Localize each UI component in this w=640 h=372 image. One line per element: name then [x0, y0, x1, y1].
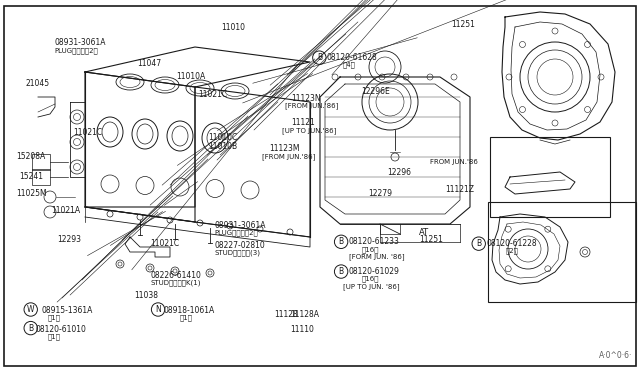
Text: 21045: 21045	[26, 79, 50, 88]
Text: 11110: 11110	[290, 325, 314, 334]
Text: 12296E: 12296E	[362, 87, 390, 96]
Text: （16）: （16）	[362, 276, 379, 282]
Text: 08931-3061A: 08931-3061A	[54, 38, 106, 47]
Text: 08120-61628: 08120-61628	[326, 53, 377, 62]
Text: N: N	[156, 305, 161, 314]
Text: 11128: 11128	[274, 310, 298, 319]
Text: 11123M: 11123M	[269, 144, 300, 153]
Text: 08931-3061A: 08931-3061A	[214, 221, 266, 230]
Text: STUDスタッド(3): STUDスタッド(3)	[214, 250, 260, 256]
Text: 11121: 11121	[291, 118, 315, 127]
Text: 11021C: 11021C	[74, 128, 103, 137]
Text: 08120-61228: 08120-61228	[486, 239, 537, 248]
Text: 11121Z: 11121Z	[445, 185, 474, 194]
Text: 08227-02810: 08227-02810	[214, 241, 265, 250]
Text: B: B	[339, 237, 344, 246]
Text: 08915-1361A: 08915-1361A	[42, 306, 93, 315]
Text: A·0^0·6·: A·0^0·6·	[598, 351, 632, 360]
Text: PLUGプラグ（2）: PLUGプラグ（2）	[54, 47, 98, 54]
Text: 11010: 11010	[221, 23, 244, 32]
Text: 15241: 15241	[19, 172, 44, 181]
Text: B: B	[339, 267, 344, 276]
Text: （4）: （4）	[342, 62, 355, 68]
Text: 11010B: 11010B	[208, 142, 237, 151]
Text: FROM JUN.'86: FROM JUN.'86	[430, 159, 478, 165]
Text: （1）: （1）	[48, 315, 61, 321]
Text: 08120-61010: 08120-61010	[35, 325, 86, 334]
Text: STUDスタッドK(1): STUDスタッドK(1)	[150, 279, 201, 286]
Text: 15208A: 15208A	[16, 152, 45, 161]
Text: 11021A: 11021A	[51, 206, 81, 215]
Text: （16）: （16）	[362, 246, 379, 253]
Text: [FROM JUN.'86]: [FROM JUN.'86]	[262, 153, 316, 160]
Text: 11010A: 11010A	[176, 72, 205, 81]
Text: 08226-61410: 08226-61410	[150, 271, 201, 280]
Text: B: B	[317, 53, 322, 62]
Text: 11021C: 11021C	[198, 90, 228, 99]
Text: （2）: （2）	[506, 248, 518, 254]
Text: （1）: （1）	[179, 315, 192, 321]
Text: B: B	[476, 239, 481, 248]
Text: W: W	[27, 305, 35, 314]
Text: 12279: 12279	[368, 189, 392, 198]
Text: B: B	[28, 324, 33, 333]
Text: 11025M: 11025M	[16, 189, 47, 198]
Text: 12293: 12293	[58, 235, 82, 244]
Text: （1）: （1）	[48, 333, 61, 340]
Text: 11021C: 11021C	[150, 239, 180, 248]
Text: AT: AT	[419, 228, 429, 237]
Text: 11251: 11251	[451, 20, 475, 29]
Text: 12296: 12296	[387, 169, 412, 177]
Text: [FROM JUN.'86]: [FROM JUN.'86]	[285, 103, 338, 109]
Text: 11128A: 11128A	[291, 310, 319, 319]
Text: 11123N: 11123N	[291, 94, 321, 103]
Text: 11047: 11047	[138, 59, 162, 68]
Text: 11038: 11038	[134, 291, 159, 300]
Text: 08120-61029: 08120-61029	[349, 267, 399, 276]
Text: 08120-61233: 08120-61233	[349, 237, 399, 246]
Text: [UP TO JUN. '86]: [UP TO JUN. '86]	[343, 283, 399, 290]
Bar	[488, 202, 636, 302]
Text: 11010C: 11010C	[208, 133, 237, 142]
Text: 11251: 11251	[419, 235, 443, 244]
Bar	[32, 154, 50, 170]
Text: [UP TO JUN.'86]: [UP TO JUN.'86]	[282, 127, 336, 134]
Bar	[490, 137, 610, 217]
Text: 08918-1061A: 08918-1061A	[163, 306, 214, 315]
Text: PLUGプラグ（2）: PLUGプラグ（2）	[214, 229, 258, 236]
Text: [FORM JUN. '86]: [FORM JUN. '86]	[349, 253, 404, 260]
Bar	[32, 169, 50, 185]
